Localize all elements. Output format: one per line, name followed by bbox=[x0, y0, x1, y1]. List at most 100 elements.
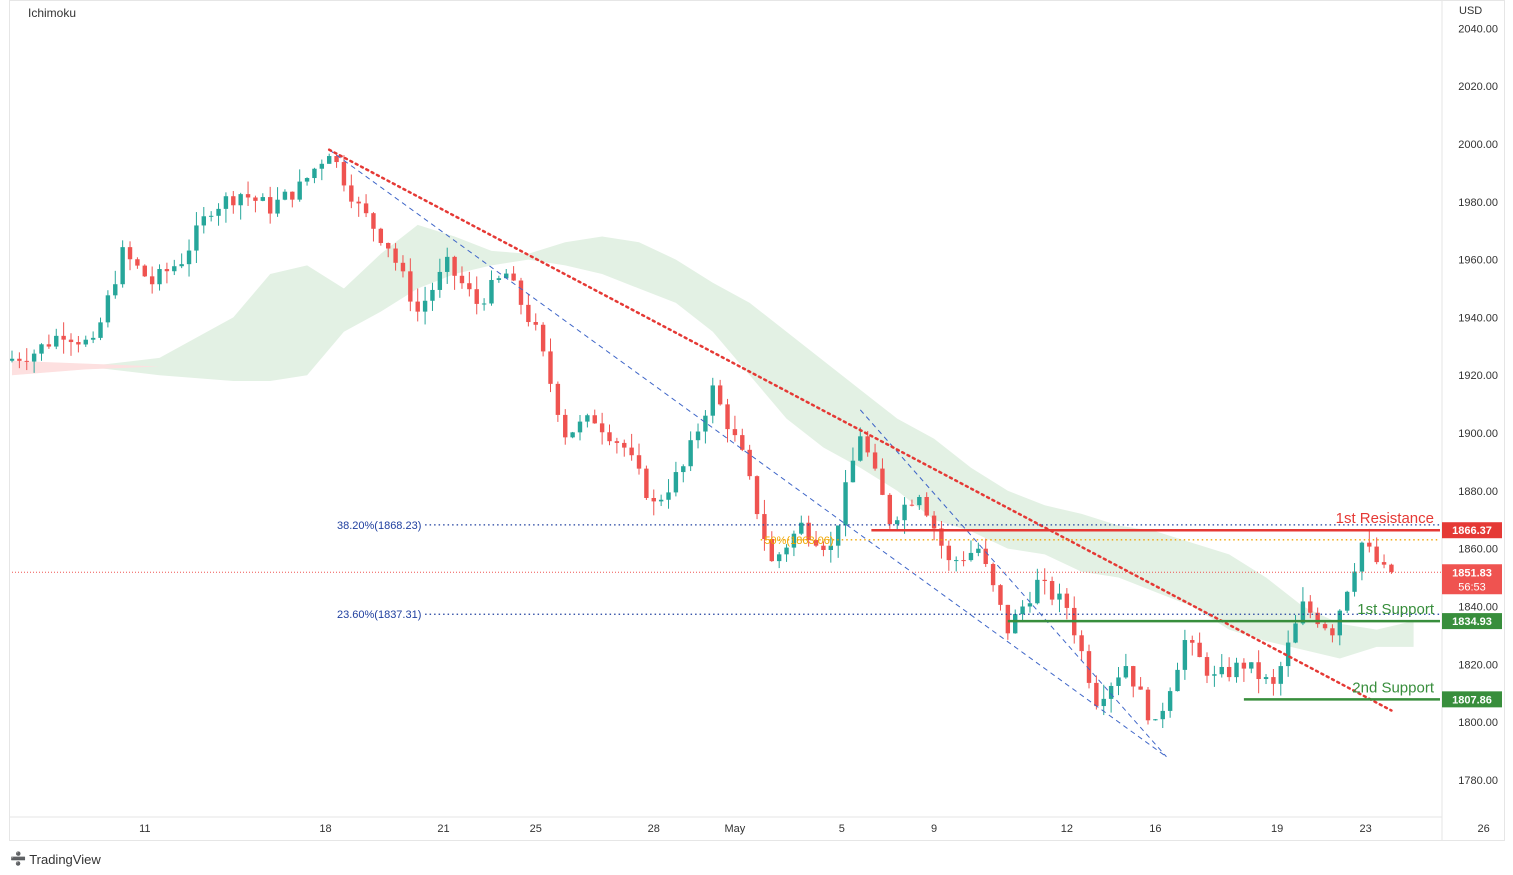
price-chart[interactable]: 1780.00 1800.00 1820.00 1840.00 1860.00 1880.… bbox=[10, 1, 1504, 840]
candle-body[interactable] bbox=[1271, 677, 1276, 684]
candle-body[interactable] bbox=[238, 194, 243, 206]
candle-body[interactable] bbox=[762, 514, 767, 540]
candle-body[interactable] bbox=[415, 301, 420, 312]
candle-body[interactable] bbox=[872, 452, 878, 469]
candle-body[interactable] bbox=[1013, 614, 1018, 634]
candle-body[interactable] bbox=[481, 303, 487, 305]
candle-body[interactable] bbox=[585, 415, 590, 422]
candle-body[interactable] bbox=[1330, 628, 1335, 636]
candle-body[interactable] bbox=[54, 335, 59, 347]
candle-body[interactable] bbox=[887, 494, 893, 525]
candle-body[interactable] bbox=[164, 269, 170, 272]
candle-body[interactable] bbox=[46, 344, 52, 347]
candle-body[interactable] bbox=[1293, 623, 1298, 643]
candle-body[interactable] bbox=[356, 201, 361, 204]
candle-body[interactable] bbox=[83, 339, 88, 345]
candle-body[interactable] bbox=[946, 545, 952, 561]
candle-body[interactable] bbox=[1359, 542, 1365, 572]
candle-body[interactable] bbox=[629, 447, 634, 456]
candle-body[interactable] bbox=[1005, 604, 1011, 634]
candle-body[interactable] bbox=[1057, 593, 1062, 600]
candle-body[interactable] bbox=[135, 259, 140, 266]
candle-body[interactable] bbox=[1138, 686, 1143, 690]
candle-body[interactable] bbox=[260, 197, 266, 201]
candle-body[interactable] bbox=[1042, 579, 1047, 582]
candle-body[interactable] bbox=[592, 415, 597, 424]
candle-body[interactable] bbox=[157, 269, 162, 285]
candle-body[interactable] bbox=[68, 339, 74, 343]
candle-body[interactable] bbox=[319, 163, 325, 169]
candle-body[interactable] bbox=[732, 429, 738, 436]
candle-body[interactable] bbox=[422, 300, 428, 312]
candle-body[interactable] bbox=[216, 208, 221, 216]
candle-body[interactable] bbox=[1190, 640, 1195, 643]
descending-trendline[interactable] bbox=[327, 148, 1393, 712]
candle-body[interactable] bbox=[931, 515, 937, 529]
candle-body[interactable] bbox=[149, 276, 155, 285]
candle-body[interactable] bbox=[835, 525, 841, 546]
candle-body[interactable] bbox=[1300, 601, 1306, 624]
candle-body[interactable] bbox=[651, 498, 656, 502]
candle-body[interactable] bbox=[850, 460, 856, 483]
candle-body[interactable] bbox=[113, 284, 118, 296]
candle-body[interactable] bbox=[408, 271, 413, 302]
candle-body[interactable] bbox=[1374, 546, 1379, 563]
candle-body[interactable] bbox=[1094, 682, 1099, 707]
candle-body[interactable] bbox=[312, 168, 317, 179]
candle-body[interactable] bbox=[1175, 669, 1180, 692]
candle-body[interactable] bbox=[459, 275, 465, 284]
candle-body[interactable] bbox=[452, 256, 457, 276]
candle-body[interactable] bbox=[1337, 610, 1342, 636]
candle-body[interactable] bbox=[1160, 710, 1165, 720]
candle-body[interactable] bbox=[894, 520, 900, 525]
candle-body[interactable] bbox=[540, 324, 546, 352]
candle-body[interactable] bbox=[208, 215, 214, 217]
candle-body[interactable] bbox=[1204, 657, 1210, 676]
candle-body[interactable] bbox=[1263, 677, 1269, 680]
candle-body[interactable] bbox=[1241, 662, 1247, 669]
candle-body[interactable] bbox=[1381, 562, 1387, 565]
candle-body[interactable] bbox=[828, 545, 834, 550]
candle-body[interactable] bbox=[1234, 662, 1239, 678]
candle-body[interactable] bbox=[673, 472, 679, 493]
candle-body[interactable] bbox=[813, 539, 819, 546]
candle-body[interactable] bbox=[1182, 640, 1188, 670]
candle-body[interactable] bbox=[703, 415, 708, 432]
candle-body[interactable] bbox=[445, 256, 450, 272]
candle-body[interactable] bbox=[1049, 581, 1055, 600]
candle-body[interactable] bbox=[784, 547, 789, 555]
candle-body[interactable] bbox=[563, 414, 568, 438]
candle-body[interactable] bbox=[754, 476, 760, 515]
candle-body[interactable] bbox=[1308, 601, 1313, 613]
candle-body[interactable] bbox=[24, 360, 29, 362]
candle-body[interactable] bbox=[231, 196, 236, 206]
candle-body[interactable] bbox=[304, 178, 310, 182]
candle-body[interactable] bbox=[179, 264, 184, 267]
candle-body[interactable] bbox=[1064, 593, 1070, 608]
candle-body[interactable] bbox=[990, 564, 996, 586]
candle-body[interactable] bbox=[10, 358, 15, 361]
candle-body[interactable] bbox=[622, 442, 627, 448]
candle-body[interactable] bbox=[1352, 571, 1357, 592]
candle-body[interactable] bbox=[297, 181, 302, 200]
candle-body[interactable] bbox=[1153, 719, 1158, 721]
candle-body[interactable] bbox=[747, 449, 752, 477]
candle-body[interactable] bbox=[105, 295, 111, 323]
candle-body[interactable] bbox=[858, 436, 863, 461]
candle-body[interactable] bbox=[1116, 677, 1121, 686]
candle-body[interactable] bbox=[386, 242, 391, 249]
candle-body[interactable] bbox=[1367, 542, 1372, 547]
candle-body[interactable] bbox=[1285, 642, 1291, 667]
candle-body[interactable] bbox=[666, 492, 671, 500]
candle-body[interactable] bbox=[267, 197, 273, 214]
candle-body[interactable] bbox=[363, 203, 369, 214]
candle-body[interactable] bbox=[1145, 689, 1151, 721]
tradingview-brand[interactable]: ➗ TradingView bbox=[10, 851, 101, 867]
candle-body[interactable] bbox=[511, 273, 516, 281]
candle-body[interactable] bbox=[1035, 579, 1040, 604]
candle-body[interactable] bbox=[518, 280, 524, 305]
candle-body[interactable] bbox=[489, 279, 494, 304]
candle-body[interactable] bbox=[504, 273, 509, 279]
candle-body[interactable] bbox=[681, 466, 686, 473]
candle-body[interactable] bbox=[349, 185, 354, 202]
